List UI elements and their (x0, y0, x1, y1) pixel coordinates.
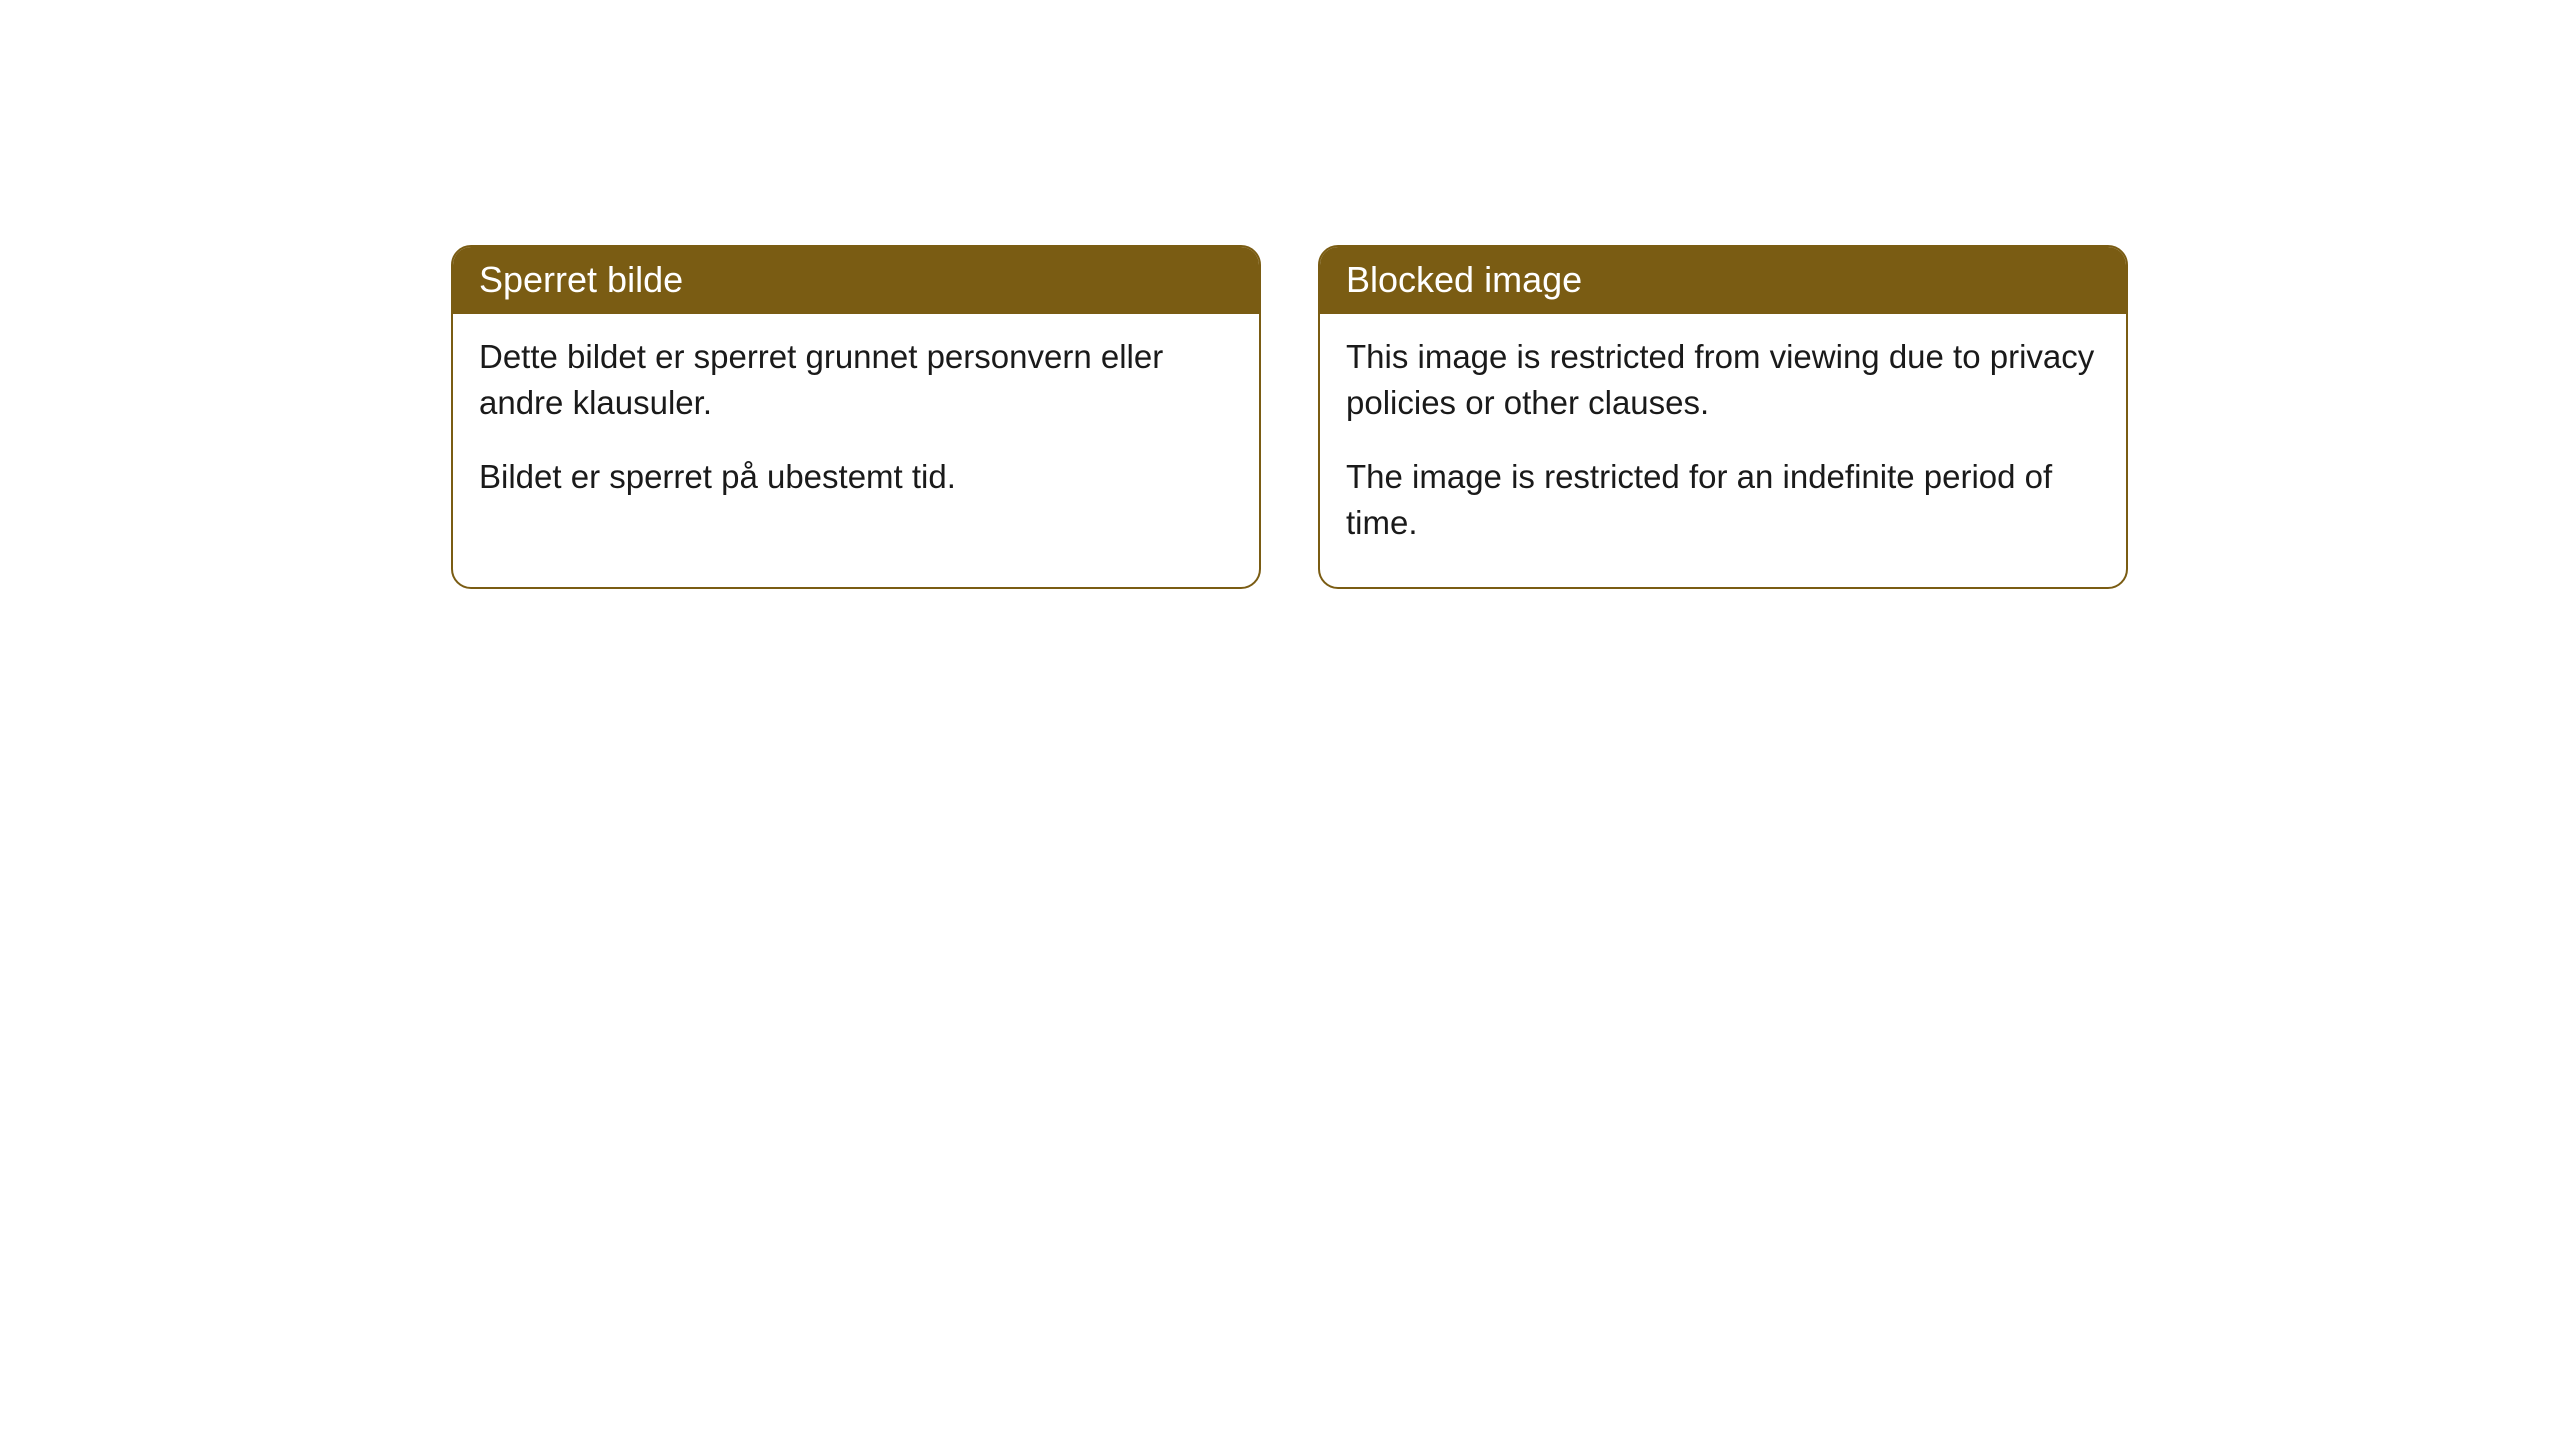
card-title: Blocked image (1346, 259, 1582, 300)
blocked-image-card-norwegian: Sperret bilde Dette bildet er sperret gr… (451, 245, 1261, 589)
card-body: Dette bildet er sperret grunnet personve… (453, 314, 1259, 541)
card-paragraph: This image is restricted from viewing du… (1346, 334, 2100, 426)
card-paragraph: Dette bildet er sperret grunnet personve… (479, 334, 1233, 426)
card-body: This image is restricted from viewing du… (1320, 314, 2126, 587)
card-header: Sperret bilde (453, 247, 1259, 314)
card-title: Sperret bilde (479, 259, 683, 300)
card-paragraph: The image is restricted for an indefinit… (1346, 454, 2100, 546)
blocked-image-card-english: Blocked image This image is restricted f… (1318, 245, 2128, 589)
info-cards-container: Sperret bilde Dette bildet er sperret gr… (451, 245, 2128, 589)
card-header: Blocked image (1320, 247, 2126, 314)
card-paragraph: Bildet er sperret på ubestemt tid. (479, 454, 1233, 500)
